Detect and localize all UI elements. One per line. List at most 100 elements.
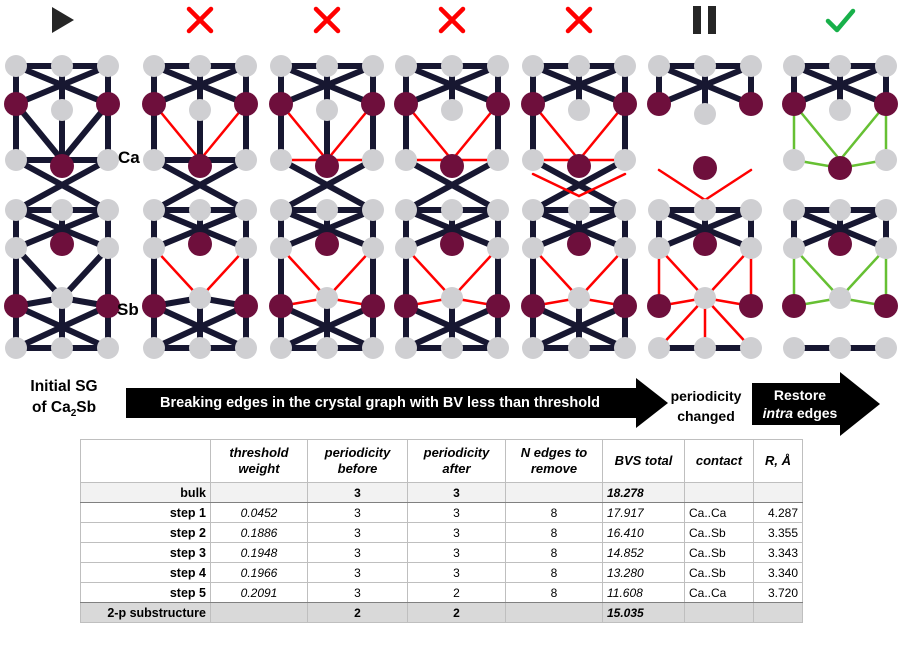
ca-atom: [694, 287, 716, 309]
header-periodicity-after: periodicity after: [407, 439, 506, 483]
cross-icon: [313, 6, 341, 34]
ca-atom: [783, 237, 805, 259]
pause-icon: [693, 6, 716, 34]
sb-atom: [234, 92, 258, 116]
cell-before: 3: [307, 522, 408, 543]
ca-atom: [568, 55, 590, 77]
table-row: step 1 0.0452 3 3 8 17.917 Ca..Ca 4.287: [80, 502, 803, 523]
ca-atom: [522, 337, 544, 359]
sb-atom: [361, 92, 385, 116]
sb-atom: [874, 92, 898, 116]
sb-atom: [269, 92, 293, 116]
sb-atom: [521, 92, 545, 116]
restore-line1: Restore: [773, 387, 827, 403]
crystal-panel: [521, 55, 637, 359]
sb-atom: [142, 92, 166, 116]
initial-caption-prefix: of Ca: [31, 399, 71, 416]
ca-atom-label: Ca: [118, 148, 140, 167]
cell-threshold: 0.2091: [210, 582, 308, 603]
table-header-row: threshold weight periodicity before peri…: [80, 439, 803, 483]
sb-atom: [4, 92, 28, 116]
cell-after: 2: [407, 602, 506, 623]
ca-atom: [189, 337, 211, 359]
ca-atom: [362, 55, 384, 77]
initial-caption-suffix: Sb: [76, 399, 97, 416]
sb-atom: [440, 232, 464, 256]
ca-atom: [740, 237, 762, 259]
sb-atom: [739, 92, 763, 116]
ca-atom: [235, 199, 257, 221]
sb-atom: [188, 232, 212, 256]
ca-atom: [648, 337, 670, 359]
cell-threshold: 0.1966: [210, 562, 308, 583]
header-periodicity-before: periodicity before: [307, 439, 408, 483]
sb-atom: [96, 294, 120, 318]
cell-after: 3: [407, 502, 506, 523]
cell-n-edges: 8: [505, 542, 603, 563]
breaking-edges-caption: Breaking edges in the crystal graph with…: [160, 395, 600, 411]
sb-atom-label: Sb: [117, 300, 139, 319]
cell-bvs: 15.035: [602, 602, 685, 623]
sb-atom: [521, 294, 545, 318]
ca-atom: [51, 55, 73, 77]
ca-atom: [189, 199, 211, 221]
ca-atom: [316, 337, 338, 359]
ca-atom: [487, 237, 509, 259]
sb-atom: [613, 294, 637, 318]
ca-atom: [522, 149, 544, 171]
ca-atom: [316, 287, 338, 309]
cross-icon: [565, 6, 593, 34]
ca-atom: [648, 199, 670, 221]
cell-bvs: 18.278: [602, 482, 685, 503]
ca-atom: [5, 337, 27, 359]
restore-arrow: [752, 372, 880, 436]
header-r: R, Å: [753, 439, 803, 483]
ca-atom: [316, 199, 338, 221]
restore-line2-italic: intra: [762, 405, 793, 421]
ca-atom: [568, 287, 590, 309]
ca-atom: [783, 149, 805, 171]
ca-atom: [614, 337, 636, 359]
sb-atom: [4, 294, 28, 318]
cell-contact: Ca..Ca: [684, 582, 754, 603]
ca-atom: [568, 99, 590, 121]
ca-atom: [395, 337, 417, 359]
ca-atom: [829, 337, 851, 359]
cell-before: 3: [307, 542, 408, 563]
table-row: step 4 0.1966 3 3 8 13.280 Ca..Sb 3.340: [80, 562, 803, 583]
ca-atom: [97, 237, 119, 259]
ca-atom: [270, 337, 292, 359]
ca-atom: [487, 55, 509, 77]
ca-atom: [829, 99, 851, 121]
cell-before: 3: [307, 502, 408, 523]
sb-atom: [269, 294, 293, 318]
ca-atom: [189, 55, 211, 77]
ca-atom: [395, 237, 417, 259]
cell-r: [753, 482, 803, 503]
cell-contact: [684, 602, 754, 623]
cell-before: 2: [307, 602, 408, 623]
cell-threshold: [210, 602, 308, 623]
ca-atom: [51, 287, 73, 309]
ca-atom: [362, 149, 384, 171]
crystal-panel: [782, 55, 898, 359]
cell-n-edges: 8: [505, 502, 603, 523]
ca-atom: [441, 337, 463, 359]
cell-before: 3: [307, 482, 408, 503]
sb-atom: [782, 294, 806, 318]
ca-atom: [875, 337, 897, 359]
ca-atom: [362, 237, 384, 259]
ca-atom: [694, 103, 716, 125]
cell-n-edges: [505, 602, 603, 623]
crystal-panels: [4, 55, 898, 359]
periodicity-line2: changed: [677, 408, 735, 424]
row-label: step 4: [80, 562, 211, 583]
sb-atom: [647, 294, 671, 318]
cell-threshold: 0.0452: [210, 502, 308, 523]
header-n-edges: N edges to remove: [505, 439, 603, 483]
process-arrows: [126, 372, 880, 436]
ca-atom: [441, 99, 463, 121]
ca-atom: [51, 337, 73, 359]
ca-atom: [97, 149, 119, 171]
sb-atom: [315, 154, 339, 178]
